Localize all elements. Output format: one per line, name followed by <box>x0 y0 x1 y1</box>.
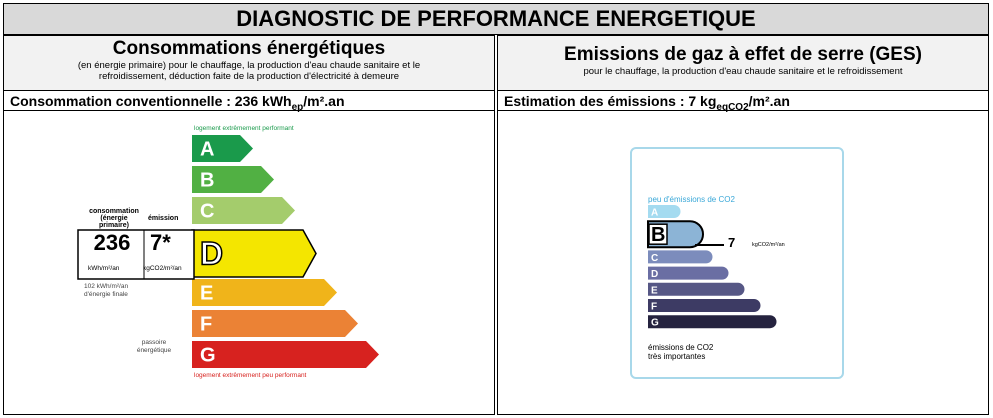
energy-class-letter-d: D <box>200 236 223 272</box>
ges-bottom-label: émissions de CO2 très importantes <box>648 343 713 361</box>
energy-class-letter-b: B <box>200 170 214 192</box>
ges-class-letter-a: A <box>651 208 658 219</box>
ges-summary-suffix: /m².an <box>748 93 790 109</box>
dpe-frame: DIAGNOSTIC DE PERFORMANCE ENERGETIQUE Co… <box>3 3 989 415</box>
energy-class-bar-e <box>192 279 337 306</box>
energy-summary-prefix: Consommation conventionnelle : 236 kWh <box>10 93 292 109</box>
passoire-label: passoire énergétique <box>124 339 184 355</box>
ges-class-bar-g <box>648 315 777 329</box>
energy-top-label: logement extrêmement performant <box>194 125 294 132</box>
ges-bottom-line1: émissions de CO2 <box>648 343 714 352</box>
energy-value-box <box>77 229 195 280</box>
energy-class-letter-c: C <box>200 201 214 223</box>
energy-note-line1: (en énergie primaire) pour le chauffage,… <box>77 60 421 71</box>
final-energy-line1: 102 kWh/m²/an <box>84 283 129 290</box>
ges-selected-letter-box <box>648 223 668 245</box>
passoire-line1: passoire <box>141 339 167 346</box>
ges-class-letter-e: E <box>651 285 658 296</box>
ges-heading: Emissions de gaz à effet de serre (GES) <box>564 44 922 65</box>
energy-class-bar-c <box>192 197 295 224</box>
energy-class-letter-e: E <box>200 283 213 305</box>
energy-panel: Consommations énergétiques (en énergie p… <box>3 35 495 415</box>
energy-class-bar-g <box>192 341 379 368</box>
ges-class-letter-f: F <box>651 302 657 313</box>
energy-class-bar-b <box>192 166 274 193</box>
unit-emission: kgCO2/m²/an <box>143 265 182 272</box>
label-conso: consommation (énergie primaire) <box>86 208 142 229</box>
energy-class-bar-f <box>192 310 358 337</box>
energy-note-line2: refroidissement, déduction faite de la p… <box>98 71 400 82</box>
label-emission: émission <box>148 215 179 222</box>
energy-class-bar-a <box>192 135 253 162</box>
energy-class-letter-g: G <box>200 345 216 367</box>
final-energy: 102 kWh/m²/an d'énergie finale <box>84 283 128 299</box>
passoire-line2: énergétique <box>136 347 172 354</box>
page-title: DIAGNOSTIC DE PERFORMANCE ENERGETIQUE <box>3 3 989 35</box>
ges-summary: Estimation des émissions : 7 kgeqCO2/m².… <box>498 91 988 113</box>
energy-summary: Consommation conventionnelle : 236 kWhep… <box>4 91 494 113</box>
energy-class-letter-a: A <box>200 139 214 161</box>
ges-class-bar-d <box>648 266 729 280</box>
energy-heading: Consommations énergétiques <box>112 38 386 59</box>
ges-panel: Emissions de gaz à effet de serre (GES) … <box>497 35 989 415</box>
ges-bottom-line2: très importantes <box>648 352 706 361</box>
label-conso-line2: (énergie primaire) <box>99 215 129 229</box>
value-conso: 236 <box>93 230 131 255</box>
ges-value: 7 <box>728 235 736 250</box>
ges-class-letter-d: D <box>651 269 658 280</box>
energy-summary-suffix: /m².an <box>303 93 345 109</box>
ges-class-letter-g: G <box>651 318 659 329</box>
ges-class-bar-f <box>648 299 761 312</box>
energy-class-letter-f: F <box>200 314 212 336</box>
value-emission: 7* <box>150 230 171 255</box>
unit-conso: kWh/m²/an <box>88 265 120 272</box>
ges-class-letter-b: B <box>651 224 665 246</box>
ges-class-bar-a <box>648 205 681 218</box>
ges-top-label: peu d'émissions de CO2 <box>648 195 735 204</box>
ges-header: Emissions de gaz à effet de serre (GES) … <box>498 36 988 91</box>
ges-unit: kgCO2/m²/an <box>752 242 785 248</box>
energy-summary-sub: ep <box>291 101 304 113</box>
label-conso-line1: consommation <box>89 208 139 215</box>
ges-summary-sub: eqCO2 <box>716 101 749 113</box>
ges-class-bar-e <box>648 282 745 296</box>
final-energy-line2: d'énergie finale <box>84 291 128 298</box>
ges-note: pour le chauffage, la production d'eau c… <box>583 66 903 77</box>
energy-bottom-label: logement extrêmement peu performant <box>194 372 307 379</box>
ges-class-letter-c: C <box>651 253 658 264</box>
energy-header: Consommations énergétiques (en énergie p… <box>4 36 494 91</box>
ges-summary-prefix: Estimation des émissions : 7 kg <box>504 93 717 109</box>
ges-class-bar-c <box>648 250 713 264</box>
